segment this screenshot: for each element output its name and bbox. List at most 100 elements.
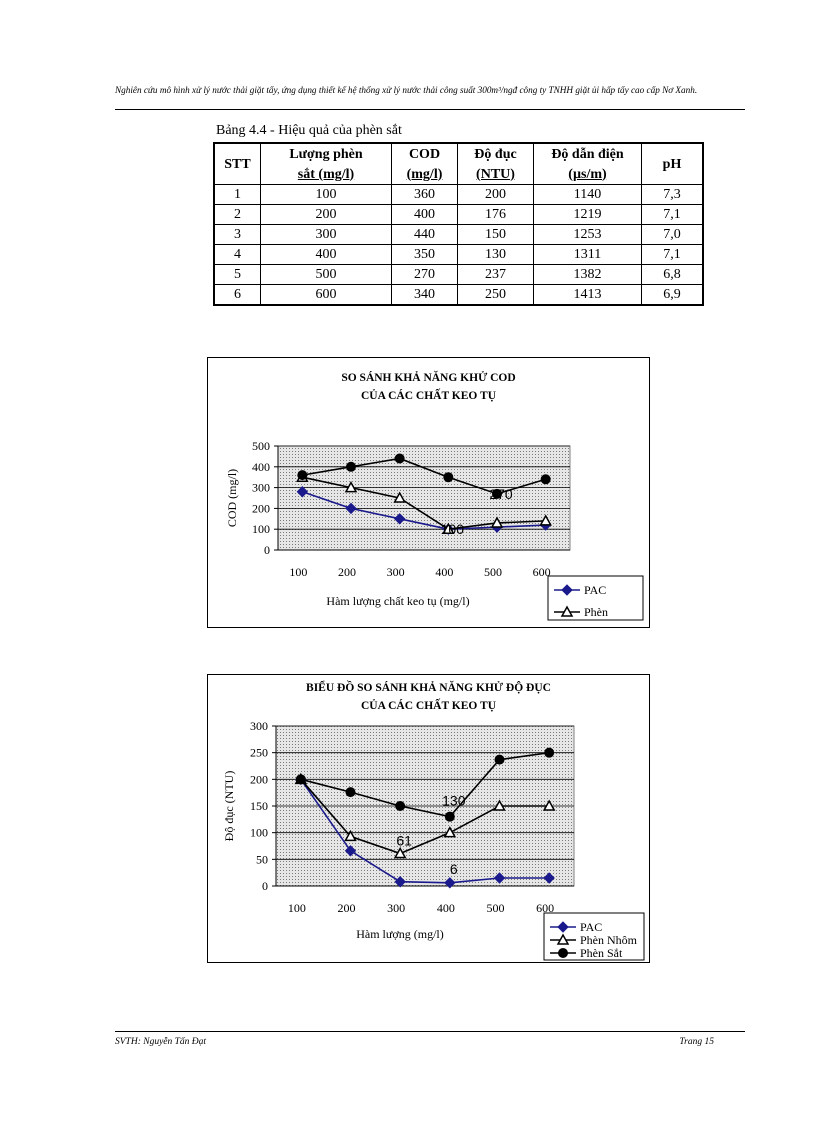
table-cell: 7,1: [641, 244, 704, 265]
x-tick-label: 500: [487, 901, 505, 915]
x-tick-label: 100: [289, 565, 307, 579]
data-point: [490, 516, 504, 528]
table-cell: 7,3: [641, 184, 704, 205]
table-row: 2 200 400 176 1219 7,1: [213, 204, 704, 225]
legend-marker: [558, 948, 568, 958]
data-point: [344, 481, 358, 493]
table-cell: 1413: [533, 284, 642, 306]
legend-marker: [556, 933, 570, 945]
data-point: [444, 877, 456, 889]
data-table: STT Lượng phèn COD Độ đục Độ dẫn điện pH…: [213, 142, 704, 306]
data-point: [539, 514, 552, 526]
table-cell: 500: [260, 264, 392, 285]
data-point: [295, 774, 306, 785]
data-point: [346, 461, 356, 472]
th-ph: pH: [641, 142, 704, 185]
table-cell: 1382: [533, 264, 642, 285]
plot-area: [277, 445, 571, 551]
data-label: 270: [489, 486, 513, 502]
data-point: [543, 872, 555, 884]
table-cell: 1: [213, 184, 261, 205]
table-cell: 6: [213, 284, 261, 306]
page-header: Nghiên cứu mô hình xử lý nước thải giặt …: [115, 85, 698, 95]
th-cod-unit: (mg/l): [391, 164, 458, 185]
data-point: [394, 876, 406, 888]
table-cell: 150: [457, 224, 534, 245]
th-dose-unit: sắt (mg/l): [260, 164, 392, 185]
y-tick-label: 150: [250, 799, 268, 813]
x-tick-label: 300: [387, 565, 405, 579]
data-point: [493, 799, 506, 811]
table-cell: 1253: [533, 224, 642, 245]
data-point: [442, 522, 455, 534]
footer-page-number: Trang 15: [679, 1037, 714, 1047]
table-cell: 270: [391, 264, 458, 285]
series-line: [302, 491, 546, 531]
table-cell: 176: [457, 204, 534, 225]
series-line: [302, 476, 546, 531]
table-caption: Bảng 4.4 - Hiệu quả của phèn sắt: [216, 123, 402, 138]
data-point: [395, 801, 406, 811]
y-tick-label: 400: [252, 460, 270, 474]
x-axis-label: Hàm lượng (mg/l): [356, 927, 444, 941]
table-row: 3 300 440 150 1253 7,0: [213, 224, 704, 245]
turbidity-chart-svg: 0 50 100 150 200 250 300 100 200 300 400 500 600 Hàm …: [222, 719, 645, 961]
data-point: [344, 829, 357, 842]
table-cell: 130: [457, 244, 534, 265]
x-tick-label: 200: [338, 901, 356, 915]
table-cell: 6,8: [641, 264, 704, 285]
x-tick-label: 400: [435, 565, 453, 579]
th-turbidity: Độ đục: [457, 142, 534, 164]
table-cell: 250: [457, 284, 534, 306]
x-tick-label: 600: [536, 901, 554, 915]
series-phèn-sắt: [295, 747, 555, 822]
legend-label: PAC: [580, 920, 602, 934]
table-cell: 400: [260, 244, 392, 265]
table-cell: 100: [260, 184, 392, 205]
th-stt: STT: [213, 142, 261, 185]
table-cell: 360: [391, 184, 458, 205]
header-rule: [115, 109, 745, 110]
chart-subtitle: CỦA CÁC CHẤT KEO TỤ: [360, 700, 497, 712]
x-tick-label: 300: [387, 901, 405, 915]
turbidity-chart: BIỂU ĐỒ SO SÁNH KHẢ NĂNG KHỬ ĐỘ ĐỤC CỦA …: [207, 674, 650, 963]
table-cell: 1311: [533, 244, 642, 265]
series-line: [300, 778, 550, 855]
y-tick-label: 0: [264, 543, 270, 557]
th-dose: Lượng phèn: [260, 142, 392, 164]
data-point: [393, 513, 406, 525]
y-tick-label: 200: [250, 772, 268, 786]
data-label: 61: [396, 833, 412, 849]
x-tick-label: 100: [288, 901, 306, 915]
table-cell: 1219: [533, 204, 642, 225]
th-turbidity-unit: (NTU): [457, 164, 534, 185]
table-cell: 237: [457, 264, 534, 285]
table-cell: 300: [260, 224, 392, 245]
table-cell: 200: [260, 204, 392, 225]
th-conductivity-unit: (µs/m): [533, 164, 642, 185]
th-cod: COD: [391, 142, 458, 164]
table-cell: 2: [213, 204, 261, 225]
cod-chart: SO SÁNH KHẢ NĂNG KHỬ COD CỦA CÁC CHẤT KE…: [207, 357, 650, 628]
table-cell: 7,0: [641, 224, 704, 245]
x-tick-label: 400: [437, 901, 455, 915]
series-line: [300, 778, 550, 884]
table-row: 4 400 350 130 1311 7,1: [213, 244, 704, 265]
table-cell: 6,9: [641, 284, 704, 306]
data-point: [393, 846, 407, 859]
legend-marker: [561, 584, 573, 596]
chart-title: SO SÁNH KHẢ NĂNG KHỬ COD: [341, 372, 516, 384]
chart-title: BIỂU ĐỒ SO SÁNH KHẢ NĂNG KHỬ ĐỘ ĐỤC: [306, 682, 551, 694]
data-point: [540, 474, 551, 485]
series-phèn-sắt: [297, 453, 551, 499]
legend-label: Phèn: [584, 605, 608, 619]
y-tick-label: 0: [262, 879, 268, 893]
x-tick-label: 200: [338, 565, 356, 579]
data-point: [444, 811, 455, 822]
y-axis-label: COD (mg/l): [225, 469, 239, 527]
legend-label: Phèn Sắt: [580, 946, 623, 960]
x-tick-label: 500: [484, 565, 502, 579]
y-tick-label: 300: [250, 719, 268, 733]
legend-marker: [560, 605, 574, 617]
data-point: [493, 872, 506, 884]
